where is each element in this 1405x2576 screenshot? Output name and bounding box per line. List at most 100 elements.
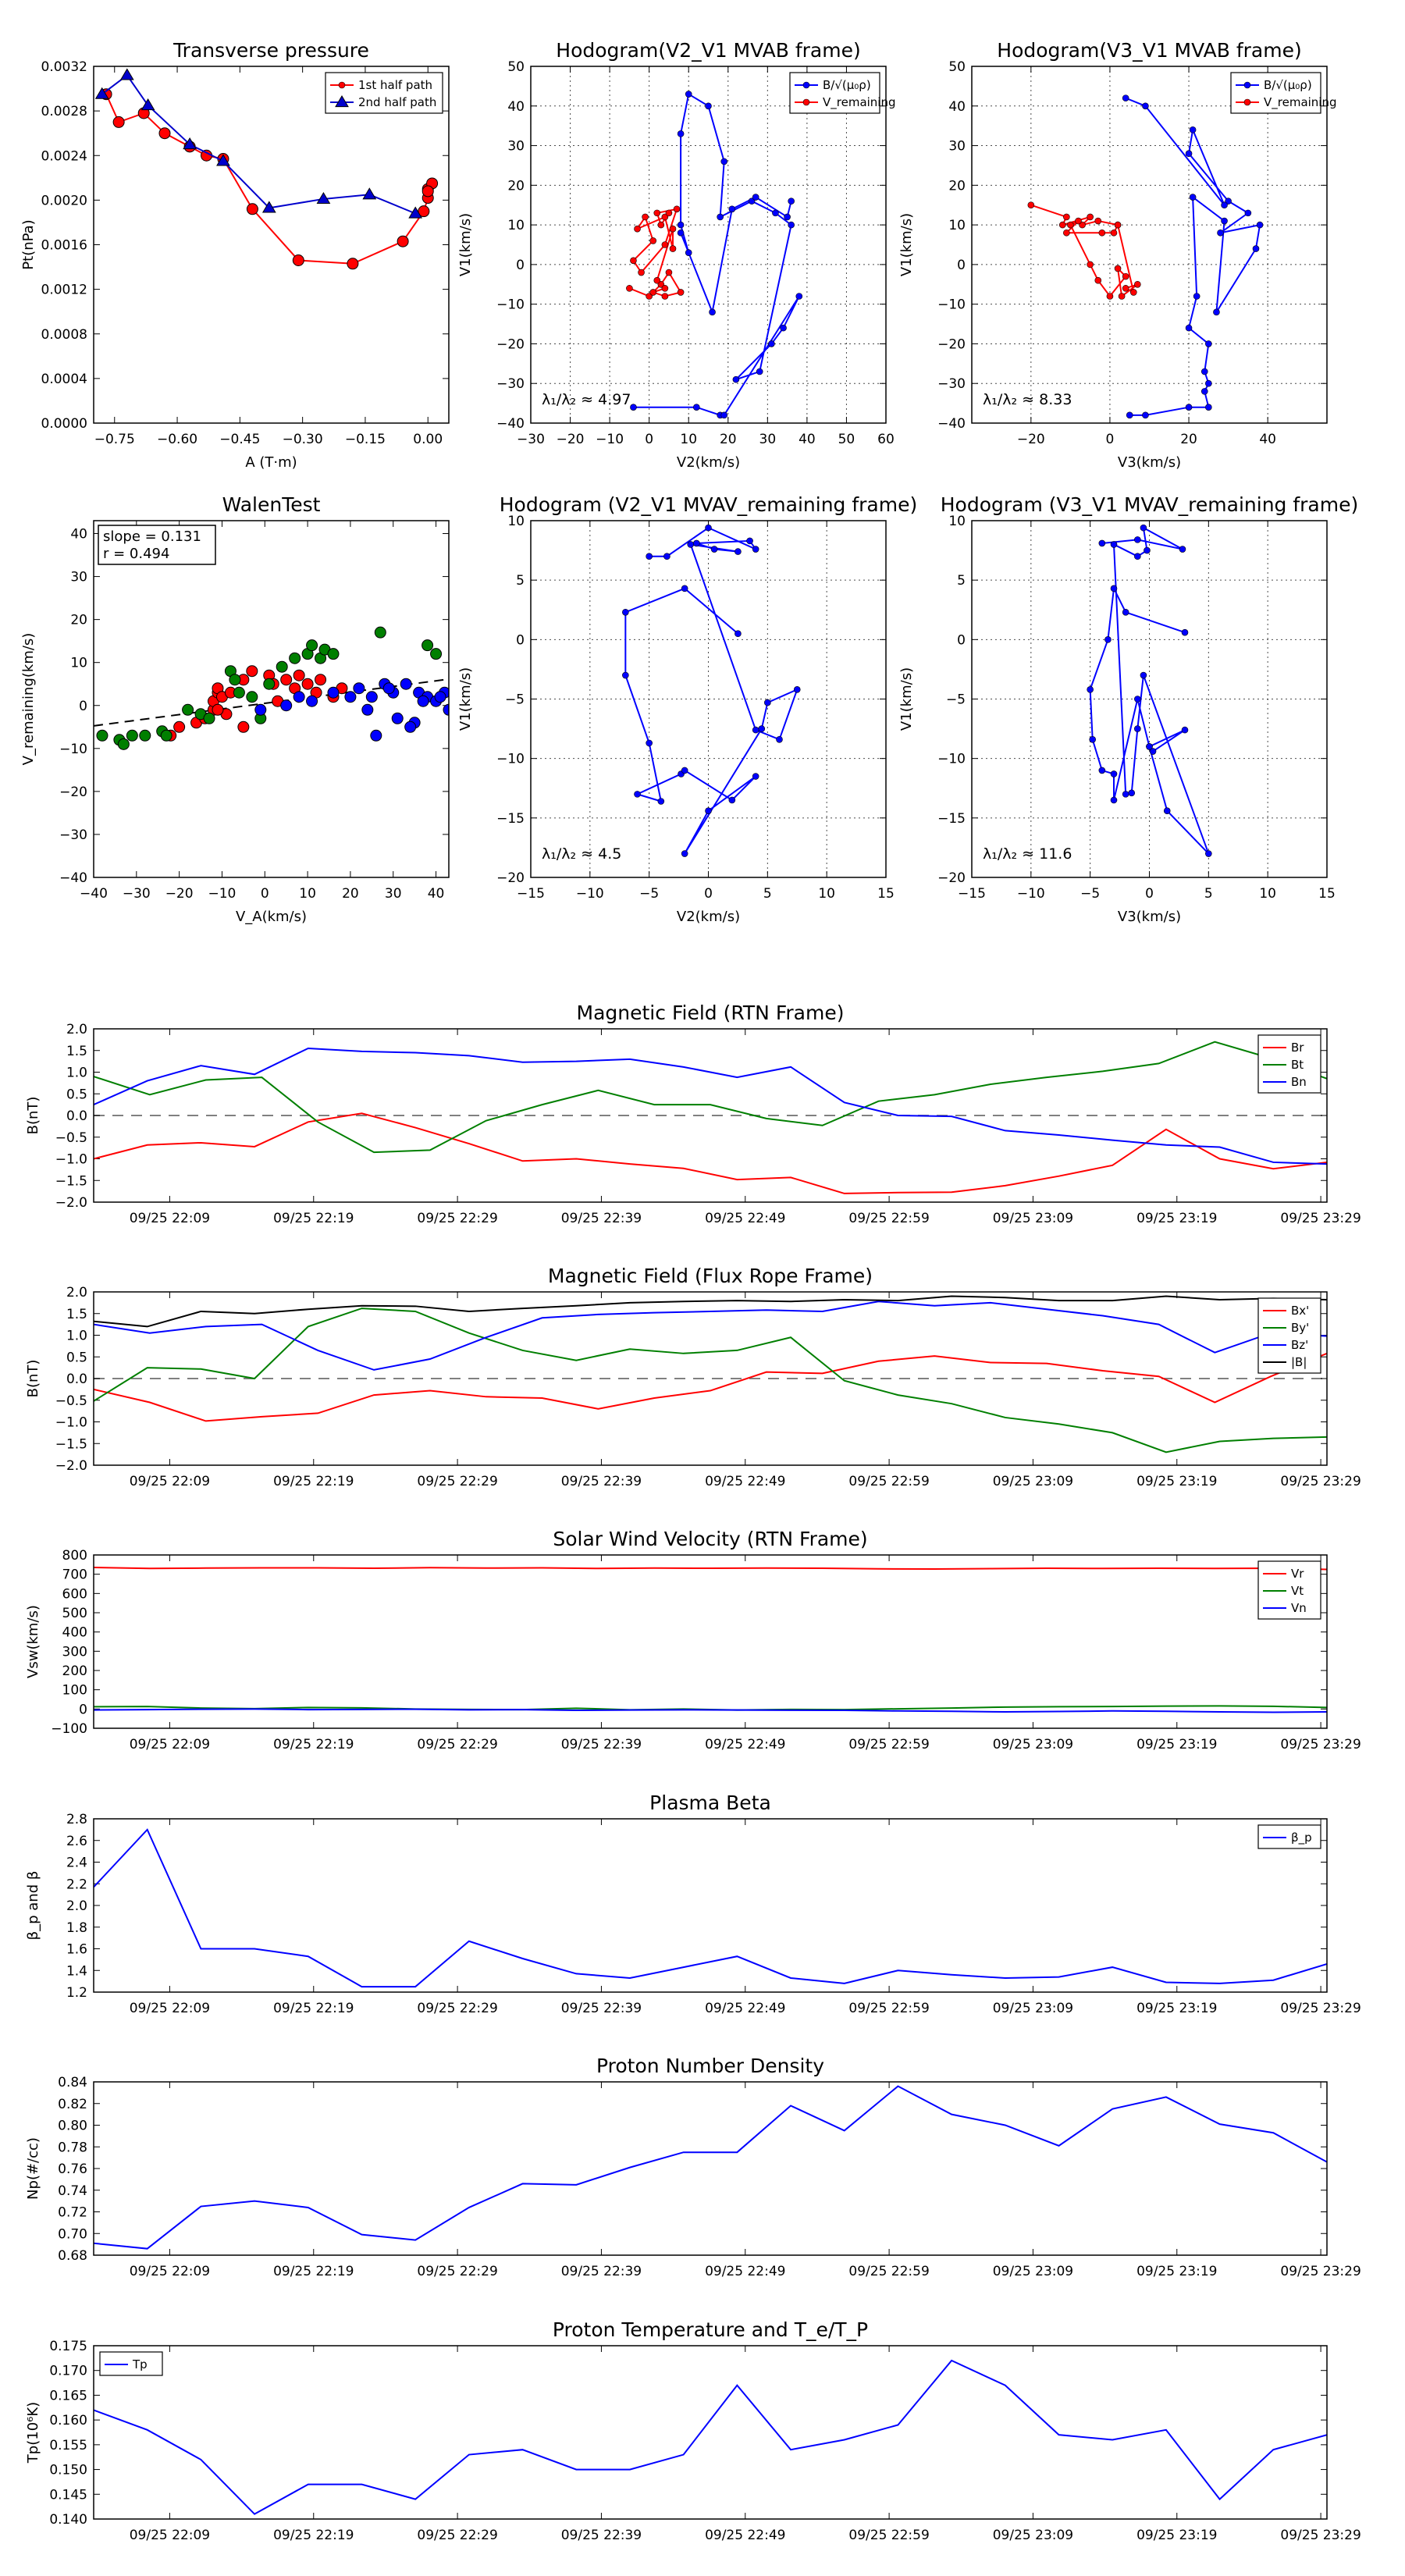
data-point [728,205,736,213]
x-tick-label: 09/25 22:49 [705,1211,785,1226]
series-b- [1122,94,1264,419]
data-point [293,691,305,703]
ratio-annotation: λ₁/λ₂ ≈ 11.6 [983,845,1072,863]
plot-frame [93,1554,1328,1729]
x-tick-label: 09/25 23:29 [1280,2528,1361,2543]
data-point [1114,265,1122,272]
x-axis-label: V3(km/s) [1118,454,1181,471]
series-bt [94,1041,1327,1154]
data-point [657,221,665,229]
data-point [788,197,795,205]
data-point [693,404,700,411]
data-point [246,691,258,703]
data-point [201,149,213,162]
y-tick-label: 200 [62,1663,87,1679]
data-point [685,249,692,256]
y-tick-label: 0.70 [58,2226,87,2242]
x-tick-label: 09/25 22:29 [417,1737,497,1752]
data-point [417,695,429,707]
y-tick-label: −2.0 [55,1458,87,1474]
x-tick-label: −10 [208,886,237,902]
y-tick-label: 40 [507,99,525,115]
data-point [646,739,653,747]
x-tick-label: 50 [838,432,855,447]
x-tick-label: 40 [428,886,445,902]
chart-transverse_pressure: Transverse pressure 0.0000 0.0004 0.0008 0.0… [20,39,450,471]
y-axis-label: Np(#/cc) [25,2137,41,2200]
data-point [1094,217,1102,225]
y-axis-label: Vsw(km/s) [25,1605,41,1678]
y-tick-label: 1.2 [66,1985,87,2001]
data-point [1134,536,1141,543]
data-point [1027,201,1035,209]
data-point [1110,229,1118,237]
data-point [306,639,318,652]
data-point [1189,126,1197,133]
data-point [306,695,318,707]
data-point [1134,725,1141,732]
y-tick-label: 400 [62,1625,87,1641]
x-tick-label: 09/25 22:49 [705,2001,785,2016]
y-tick-label: 0.0008 [41,327,87,343]
y-tick-label: 0 [957,632,966,648]
legend-label: Vt [1291,1584,1304,1598]
data-point [1142,411,1149,419]
y-tick-label: 2.0 [66,1022,87,1037]
data-point [1087,261,1094,269]
x-tick-label: −0.15 [345,432,386,447]
data-point [1106,293,1114,300]
data-point [1189,194,1197,201]
data-point [216,154,230,166]
y-tick-label: 20 [948,178,966,194]
data-point [709,308,716,316]
data-point [1110,541,1118,548]
data-point [669,245,677,252]
data-point [728,796,736,804]
x-tick-label: 09/25 22:49 [705,2264,785,2279]
y-tick-label: −5 [505,692,525,708]
legend-label: B/√(μ₀ρ) [1264,78,1312,92]
data-point [681,767,688,774]
x-tick-label: −5 [1080,886,1100,902]
y-tick-label: 0.170 [49,2364,87,2379]
data-point [649,289,657,296]
y-tick-label: 300 [62,1644,87,1660]
x-tick-label: 09/25 22:49 [705,2528,785,2543]
x-tick-label: −20 [1017,432,1045,447]
data-point [1114,221,1122,229]
y-tick-label: −1.0 [55,1415,87,1431]
data-point [622,671,629,679]
data-point [1244,209,1252,217]
series-line [94,1047,1327,1165]
x-tick-label: −10 [1017,886,1045,902]
x-tick-label: 09/25 22:39 [561,2264,642,2279]
y-tick-label: −0.5 [55,1130,87,1146]
data-point [1098,767,1106,774]
series-by- [94,1308,1327,1453]
data-point [400,678,412,690]
x-tick-label: 30 [385,886,402,902]
data-point [717,213,724,221]
data-point [758,725,766,732]
x-tick-label: 15 [877,886,895,902]
series-data-1 [96,626,443,750]
y-tick-label: 0.0 [66,1108,87,1124]
data-point [1134,696,1141,703]
x-tick-label: −10 [596,432,624,447]
x-tick-label: 09/25 22:59 [848,1737,929,1752]
x-tick-label: 0.00 [413,432,443,447]
y-tick-label: 1.0 [66,1066,87,1081]
x-tick-label: −0.60 [157,432,197,447]
y-tick-label: 0.140 [49,2512,87,2528]
y-tick-label: 0 [516,258,525,273]
x-tick-label: 09/25 22:29 [417,1211,497,1226]
y-tick-label: 1.5 [66,1044,87,1059]
data-point [347,258,359,270]
data-point [1205,379,1212,387]
data-point [677,289,685,296]
series-bn [94,1047,1327,1165]
chart-title: Solar Wind Velocity (RTN Frame) [553,1528,867,1550]
y-tick-label: −2.0 [55,1195,87,1211]
x-tick-label: −30 [123,886,151,902]
x-tick-label: 09/25 23:29 [1280,1737,1361,1752]
